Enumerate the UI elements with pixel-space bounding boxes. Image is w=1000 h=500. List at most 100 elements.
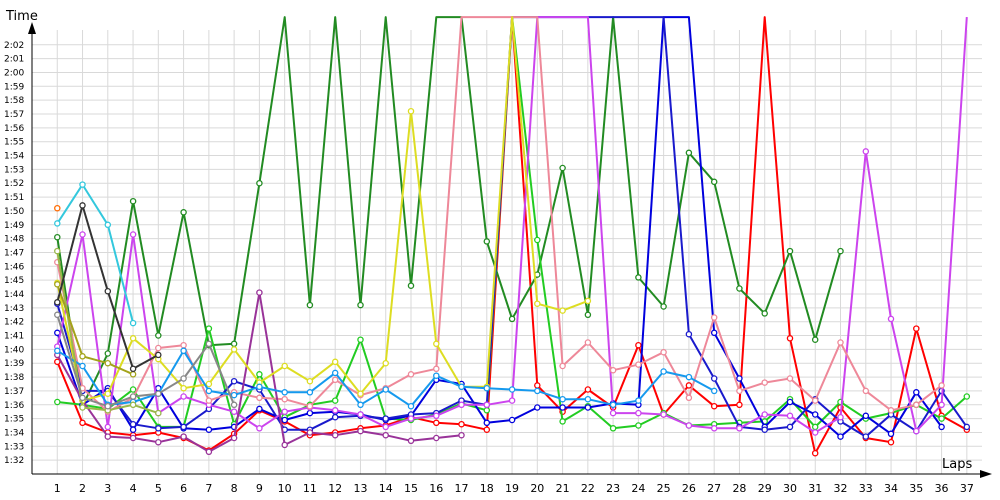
data-point xyxy=(534,300,541,307)
data-point xyxy=(357,390,364,397)
data-point xyxy=(54,281,61,288)
data-point xyxy=(331,358,339,366)
data-point xyxy=(736,425,743,432)
data-point xyxy=(180,341,187,349)
y-tick-label: 1:47 xyxy=(4,248,24,258)
data-point xyxy=(559,307,566,314)
data-point xyxy=(913,389,920,396)
data-point xyxy=(534,404,541,411)
y-tick-label: 1:37 xyxy=(4,387,24,397)
data-point xyxy=(54,398,61,406)
data-point xyxy=(382,431,389,439)
data-point xyxy=(559,404,566,411)
data-point xyxy=(129,386,137,393)
data-point xyxy=(710,425,718,432)
data-point xyxy=(54,204,61,212)
data-point xyxy=(79,181,86,188)
y-tick-label: 1:40 xyxy=(4,345,24,355)
data-point xyxy=(609,401,617,409)
data-point xyxy=(281,416,288,424)
data-point xyxy=(230,408,238,415)
data-point xyxy=(407,107,415,115)
data-point xyxy=(256,394,263,402)
x-tick-label: 5 xyxy=(155,482,162,495)
data-point xyxy=(79,353,86,360)
data-point xyxy=(584,297,592,305)
x-tick-label: 33 xyxy=(859,482,873,495)
data-point xyxy=(230,377,238,385)
data-point xyxy=(382,415,389,422)
data-point xyxy=(837,433,844,440)
data-point xyxy=(104,359,112,367)
data-point xyxy=(483,419,491,427)
data-point xyxy=(180,347,187,355)
data-point xyxy=(129,319,137,327)
data-point xyxy=(609,366,617,374)
data-point xyxy=(230,401,238,409)
x-tick-label: 19 xyxy=(505,482,519,495)
data-point xyxy=(458,401,465,409)
data-point xyxy=(508,315,516,323)
data-point xyxy=(685,382,693,389)
data-point xyxy=(79,231,86,238)
data-point xyxy=(155,351,162,359)
data-point xyxy=(129,365,137,373)
data-point xyxy=(458,420,465,428)
data-point xyxy=(660,411,667,418)
data-point xyxy=(660,368,667,375)
x-tick-labels: 1 2 3 4 5 6 7 8 9 10 11 12 13 14 15 16 17 18 19 20 21 22 23 24 2… xyxy=(54,482,974,495)
data-point xyxy=(559,418,566,425)
series-7 xyxy=(54,16,945,415)
data-point xyxy=(736,375,743,382)
data-point xyxy=(306,377,314,385)
data-point xyxy=(357,336,364,343)
data-point xyxy=(205,397,213,404)
data-point xyxy=(281,362,288,370)
data-point xyxy=(761,426,768,433)
data-point xyxy=(584,395,592,403)
y-tick-label: 1:56 xyxy=(4,124,24,134)
data-point xyxy=(483,407,491,414)
data-point xyxy=(79,362,86,370)
data-point xyxy=(710,375,718,382)
y-tick-label: 1:43 xyxy=(4,304,24,314)
data-point xyxy=(129,393,137,400)
data-point xyxy=(205,380,213,388)
x-axis-label: Laps xyxy=(942,457,972,472)
y-tick-label: 1:48 xyxy=(4,235,24,245)
data-point xyxy=(710,402,718,410)
data-point xyxy=(155,390,162,397)
y-tick-label: 1:39 xyxy=(4,359,24,369)
data-point xyxy=(483,426,491,433)
data-point xyxy=(761,379,768,386)
x-tick-label: 30 xyxy=(783,482,797,495)
y-tick-label: 1:52 xyxy=(4,179,24,189)
data-point xyxy=(79,202,86,209)
data-point xyxy=(54,358,61,366)
x-tick-label: 3 xyxy=(104,482,111,495)
x-tick-label: 9 xyxy=(256,482,263,495)
data-point xyxy=(281,395,288,403)
y-tick-label: 1:46 xyxy=(4,262,24,272)
data-point xyxy=(205,448,213,456)
data-point xyxy=(837,339,844,346)
data-point xyxy=(534,382,541,389)
x-tick-label: 32 xyxy=(834,482,848,495)
x-tick-label: 15 xyxy=(404,482,418,495)
data-point xyxy=(129,434,137,442)
data-point xyxy=(534,387,541,395)
x-tick-label: 25 xyxy=(657,482,671,495)
series-16 xyxy=(54,204,61,212)
data-point xyxy=(281,441,288,449)
x-tick-label: 7 xyxy=(205,482,212,495)
y-tick-label: 1:50 xyxy=(4,207,24,217)
data-point xyxy=(331,376,339,384)
x-tick-label: 22 xyxy=(581,482,595,495)
data-point xyxy=(635,341,642,349)
data-point xyxy=(433,412,440,420)
y-tick-label: 1:44 xyxy=(4,290,24,300)
data-point xyxy=(635,409,642,417)
data-point xyxy=(155,332,162,339)
data-point xyxy=(382,386,389,393)
data-point xyxy=(205,387,213,395)
